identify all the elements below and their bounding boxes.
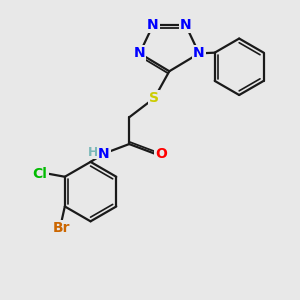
Text: N: N: [98, 147, 110, 160]
Text: H: H: [87, 146, 98, 159]
Text: N: N: [134, 46, 146, 60]
Text: N: N: [180, 18, 191, 32]
Text: Cl: Cl: [33, 167, 48, 181]
Text: O: O: [155, 147, 167, 160]
Text: S: S: [149, 91, 160, 105]
Text: N: N: [193, 46, 205, 60]
Text: N: N: [147, 18, 159, 32]
Text: Br: Br: [53, 221, 70, 235]
